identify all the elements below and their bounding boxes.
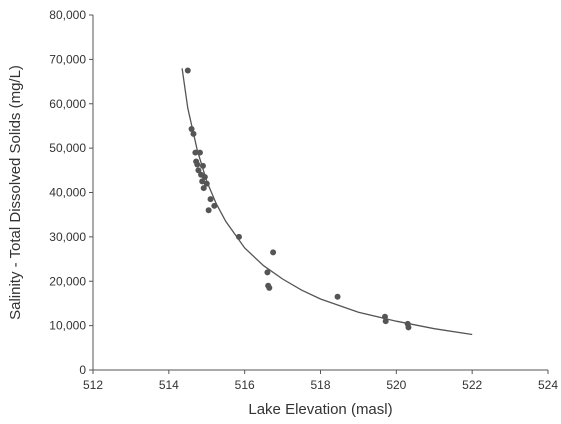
data-point xyxy=(264,269,271,276)
x-tick-label: 514 xyxy=(159,378,179,392)
data-point xyxy=(199,178,206,185)
x-tick-label: 512 xyxy=(83,378,103,392)
data-point xyxy=(192,149,199,156)
x-axis-ticks: 512 514 516 518 520 522 524 xyxy=(83,370,558,392)
data-point xyxy=(203,180,210,187)
data-point xyxy=(381,313,388,320)
y-tick-label: 70,000 xyxy=(49,52,86,66)
data-point xyxy=(188,126,195,133)
y-tick-label: 30,000 xyxy=(49,230,86,244)
data-point xyxy=(205,207,212,214)
data-point xyxy=(270,249,277,256)
y-tick-label: 60,000 xyxy=(49,97,86,111)
y-tick-label: 50,000 xyxy=(49,141,86,155)
data-point xyxy=(266,284,273,291)
y-axis-label: Salinity - Total Dissolved Solids (mg/L) xyxy=(7,65,24,320)
fit-curve-layer xyxy=(181,68,473,336)
x-tick-label: 522 xyxy=(462,378,482,392)
data-point xyxy=(201,173,208,180)
x-axis-label: Lake Elevation (masl) xyxy=(248,401,392,418)
y-tick-label: 20,000 xyxy=(49,274,86,288)
y-tick-label: 10,000 xyxy=(49,319,86,333)
data-point xyxy=(195,167,202,174)
x-tick-label: 516 xyxy=(235,378,255,392)
y-tick-label: 80,000 xyxy=(49,8,86,22)
data-point xyxy=(199,162,206,169)
data-point xyxy=(200,185,207,192)
data-point xyxy=(334,293,341,300)
data-point xyxy=(235,233,242,240)
y-tick-label: 40,000 xyxy=(49,186,86,200)
data-point xyxy=(207,196,214,203)
fit-curve xyxy=(181,68,473,336)
data-point xyxy=(382,318,389,325)
y-tick-label: 0 xyxy=(79,363,86,377)
data-point xyxy=(211,202,218,209)
x-tick-label: 518 xyxy=(310,378,330,392)
data-points-layer xyxy=(184,67,412,331)
data-point xyxy=(190,130,197,137)
data-point xyxy=(184,67,191,74)
y-axis-ticks: 0 10,000 20,000 30,000 40,000 50,000 60,000 70,… xyxy=(49,8,93,377)
data-point xyxy=(194,161,201,168)
axes xyxy=(92,15,548,371)
x-tick-label: 520 xyxy=(386,378,406,392)
data-point xyxy=(196,149,203,156)
data-point xyxy=(405,324,412,331)
x-tick-label: 524 xyxy=(538,378,558,392)
